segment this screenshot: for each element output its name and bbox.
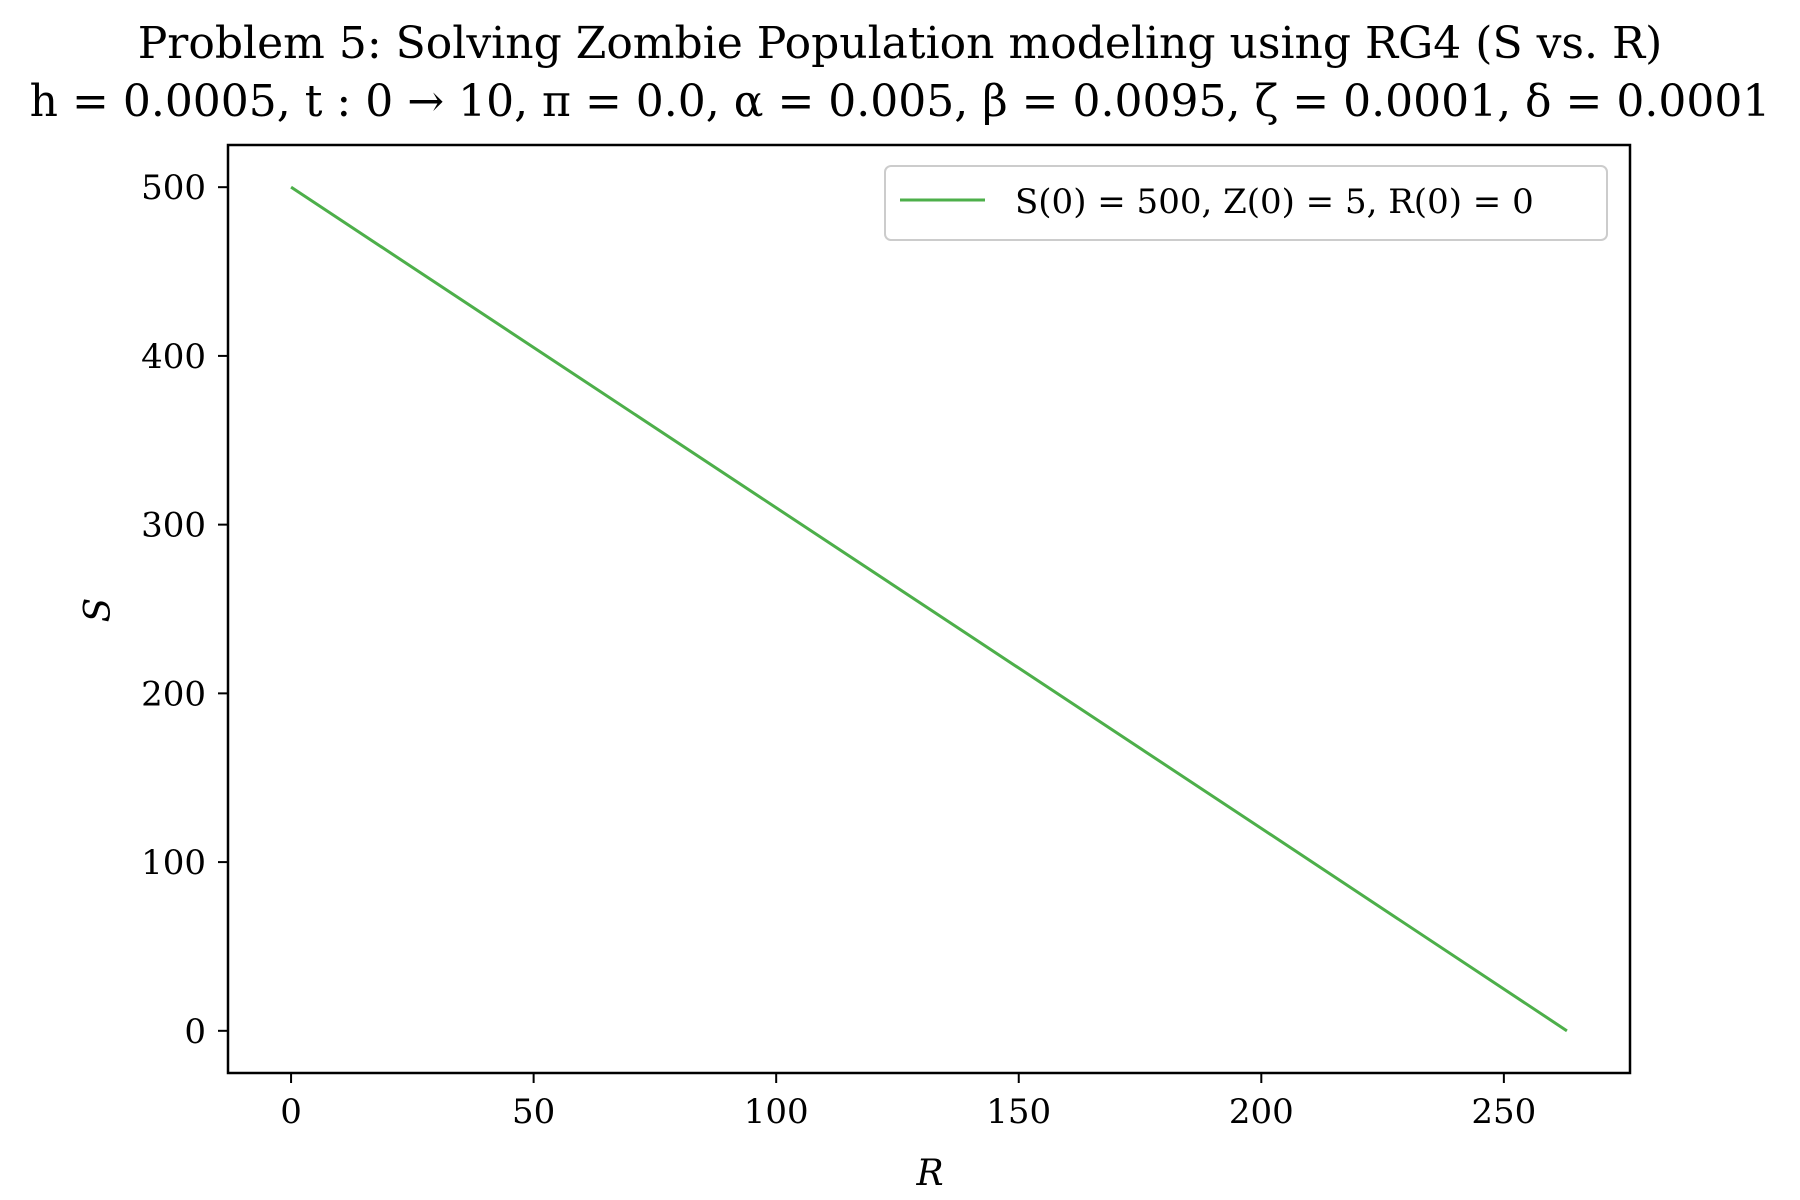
y-tick-label: 200: [141, 674, 206, 714]
x-tick-label: 150: [986, 1092, 1051, 1132]
legend-label-series-1: S(0) = 500, Z(0) = 5, R(0) = 0: [1015, 182, 1534, 222]
x-tick-label: 200: [1229, 1092, 1294, 1132]
chart-subtitle: h = 0.0005, t : 0 → 10, π = 0.0, α = 0.0…: [30, 76, 1771, 127]
series-line-1: [290, 185, 1568, 1033]
axes-frame: [226, 143, 1632, 1075]
legend: S(0) = 500, Z(0) = 5, R(0) = 0: [884, 165, 1608, 241]
x-tick-label: 250: [1471, 1092, 1536, 1132]
y-tick-label: 100: [141, 843, 206, 883]
y-tick-label: 0: [184, 1012, 206, 1052]
x-tick-label: 50: [512, 1092, 555, 1132]
x-tick-label: 100: [744, 1092, 809, 1132]
y-tick-label: 400: [141, 337, 206, 377]
x-axis-label: R: [915, 1153, 943, 1194]
plot-area: [226, 143, 1632, 1075]
chart-title: Problem 5: Solving Zombie Population mod…: [138, 18, 1663, 69]
y-tick-label: 300: [141, 506, 206, 546]
legend-frame: [884, 165, 1608, 241]
x-tick-label: 0: [280, 1092, 302, 1132]
y-tick-label: 500: [141, 168, 206, 208]
y-axis-label: S: [78, 598, 119, 623]
axis-ticks: 0 50 100 150 200 250 0 100 200 300 400 500: [141, 168, 1536, 1132]
